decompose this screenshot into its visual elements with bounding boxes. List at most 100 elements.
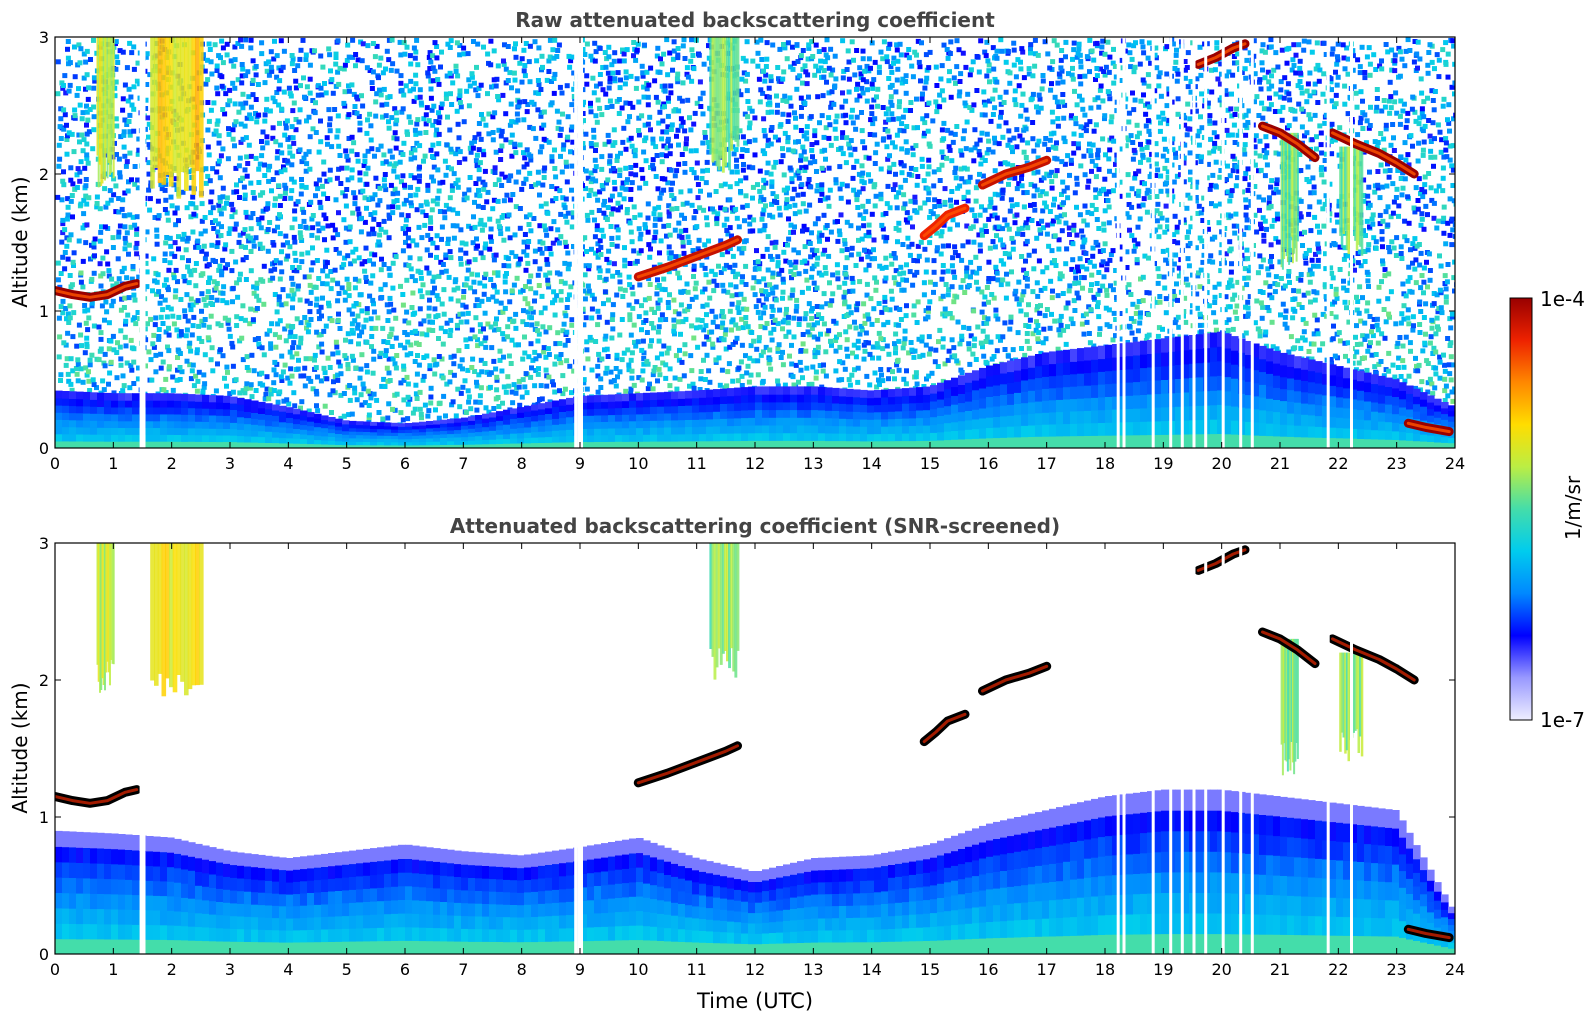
plume-streak xyxy=(1355,652,1359,730)
plume-streak xyxy=(195,543,200,686)
plume-streak xyxy=(1288,132,1291,265)
plume-streak xyxy=(1291,132,1294,264)
plume-streak xyxy=(107,37,110,164)
data-gap xyxy=(574,37,578,448)
boundary-layer xyxy=(55,331,1455,448)
plume-streak xyxy=(106,543,109,662)
plume-streak xyxy=(724,543,727,651)
plume-streak xyxy=(172,543,178,693)
plume-streak xyxy=(101,37,104,184)
x-tick-label: 19 xyxy=(1153,960,1173,979)
data-gap xyxy=(1239,37,1243,448)
plume-streak xyxy=(719,37,723,159)
panel-raw-marks xyxy=(55,37,1455,448)
plume-streak xyxy=(1286,638,1289,772)
plume-streak xyxy=(172,37,178,173)
plume-streak xyxy=(165,543,170,679)
plume-streak xyxy=(150,543,155,681)
plume-streak xyxy=(1295,638,1298,743)
plume-streak xyxy=(187,37,193,168)
plume-streak xyxy=(736,543,740,651)
x-tick-label: 16 xyxy=(978,454,998,473)
plume-streak xyxy=(715,37,719,167)
plume-streak xyxy=(728,37,731,171)
y-tick-label: 2 xyxy=(39,165,49,184)
x-tick-label: 18 xyxy=(1095,960,1115,979)
plume-streak xyxy=(111,543,114,664)
plume-streak xyxy=(711,37,715,163)
panel-raw: Raw attenuated backscattering coefficien… xyxy=(8,8,1465,473)
plume-streak xyxy=(102,543,105,685)
plume-streak xyxy=(1357,146,1360,245)
data-gap xyxy=(142,543,146,954)
x-tick-label: 6 xyxy=(400,454,410,473)
x-tick-label: 14 xyxy=(861,960,881,979)
plume-streak xyxy=(176,37,182,199)
plume-streak xyxy=(1289,638,1292,771)
plume-streak xyxy=(730,37,734,151)
plume-streak xyxy=(1284,638,1287,761)
x-tick-label: 21 xyxy=(1270,960,1290,979)
plume-streak xyxy=(187,543,193,690)
plume-streak xyxy=(728,543,731,669)
plume-streak xyxy=(732,543,736,672)
x-tick-label: 12 xyxy=(745,960,765,979)
x-tick-label: 11 xyxy=(686,454,706,473)
plume-streak xyxy=(1283,638,1286,744)
plume-streak xyxy=(1283,132,1286,259)
plume-streak xyxy=(1340,146,1344,248)
x-tick-label: 15 xyxy=(920,454,940,473)
plume-streak xyxy=(110,37,113,173)
plume-streak xyxy=(180,543,185,682)
plume-streak xyxy=(199,543,204,685)
x-tick-label: 0 xyxy=(50,454,60,473)
plume-streak xyxy=(1280,638,1283,745)
plume-streak xyxy=(715,543,719,668)
plume-streak xyxy=(1339,652,1342,752)
data-gaps xyxy=(139,37,1353,448)
x-tick-label: 1 xyxy=(108,960,118,979)
plume-streak xyxy=(1289,132,1292,262)
plume-streak xyxy=(99,543,101,693)
data-gap xyxy=(1169,543,1173,954)
x-tick-label: 3 xyxy=(225,960,235,979)
plume-streak xyxy=(1294,132,1297,249)
x-tick-label: 1 xyxy=(108,454,118,473)
data-gap xyxy=(1250,543,1254,954)
plume-streak xyxy=(1296,638,1299,759)
x-tick-label: 3 xyxy=(225,454,235,473)
plume-streak xyxy=(154,37,159,168)
data-gaps xyxy=(139,543,1353,954)
panel-screened-marks xyxy=(55,543,1455,954)
panel-raw-title: Raw attenuated backscattering coefficien… xyxy=(515,8,995,32)
x-tick-label: 16 xyxy=(978,960,998,979)
data-gap xyxy=(1350,37,1353,448)
x-tick-label: 6 xyxy=(400,960,410,979)
plume-streak xyxy=(150,37,155,189)
plume-streak xyxy=(96,543,99,665)
x-tick-label: 22 xyxy=(1328,960,1348,979)
x-tick-label: 4 xyxy=(283,454,293,473)
data-gap xyxy=(580,37,583,448)
panel-raw-x-ticks: 0 1 2 3 4 5 6 7 8 9 10 11 12 13 14 15 16 17 18 19 20 21 22 23 24 xyxy=(50,37,1465,473)
data-gap xyxy=(1221,543,1225,954)
plume-streak xyxy=(1354,652,1357,731)
plume-streak xyxy=(1294,638,1297,762)
plume-streak xyxy=(730,543,734,649)
plume-streak xyxy=(154,543,159,686)
x-tick-label: 17 xyxy=(1036,960,1056,979)
data-gap xyxy=(1116,37,1120,448)
colorbar-gradient xyxy=(1509,297,1533,721)
plume-streak xyxy=(1352,146,1355,231)
y-tick-label: 2 xyxy=(39,671,49,690)
data-gap xyxy=(1151,37,1155,448)
plume-streak xyxy=(1345,652,1349,751)
data-gap xyxy=(139,543,143,954)
plume-streak xyxy=(195,37,200,172)
plume-streak xyxy=(191,543,197,686)
x-tick-label: 5 xyxy=(342,454,352,473)
plume-streak xyxy=(105,37,108,154)
plume-streak xyxy=(1355,146,1359,251)
x-tick-label: 7 xyxy=(458,960,468,979)
